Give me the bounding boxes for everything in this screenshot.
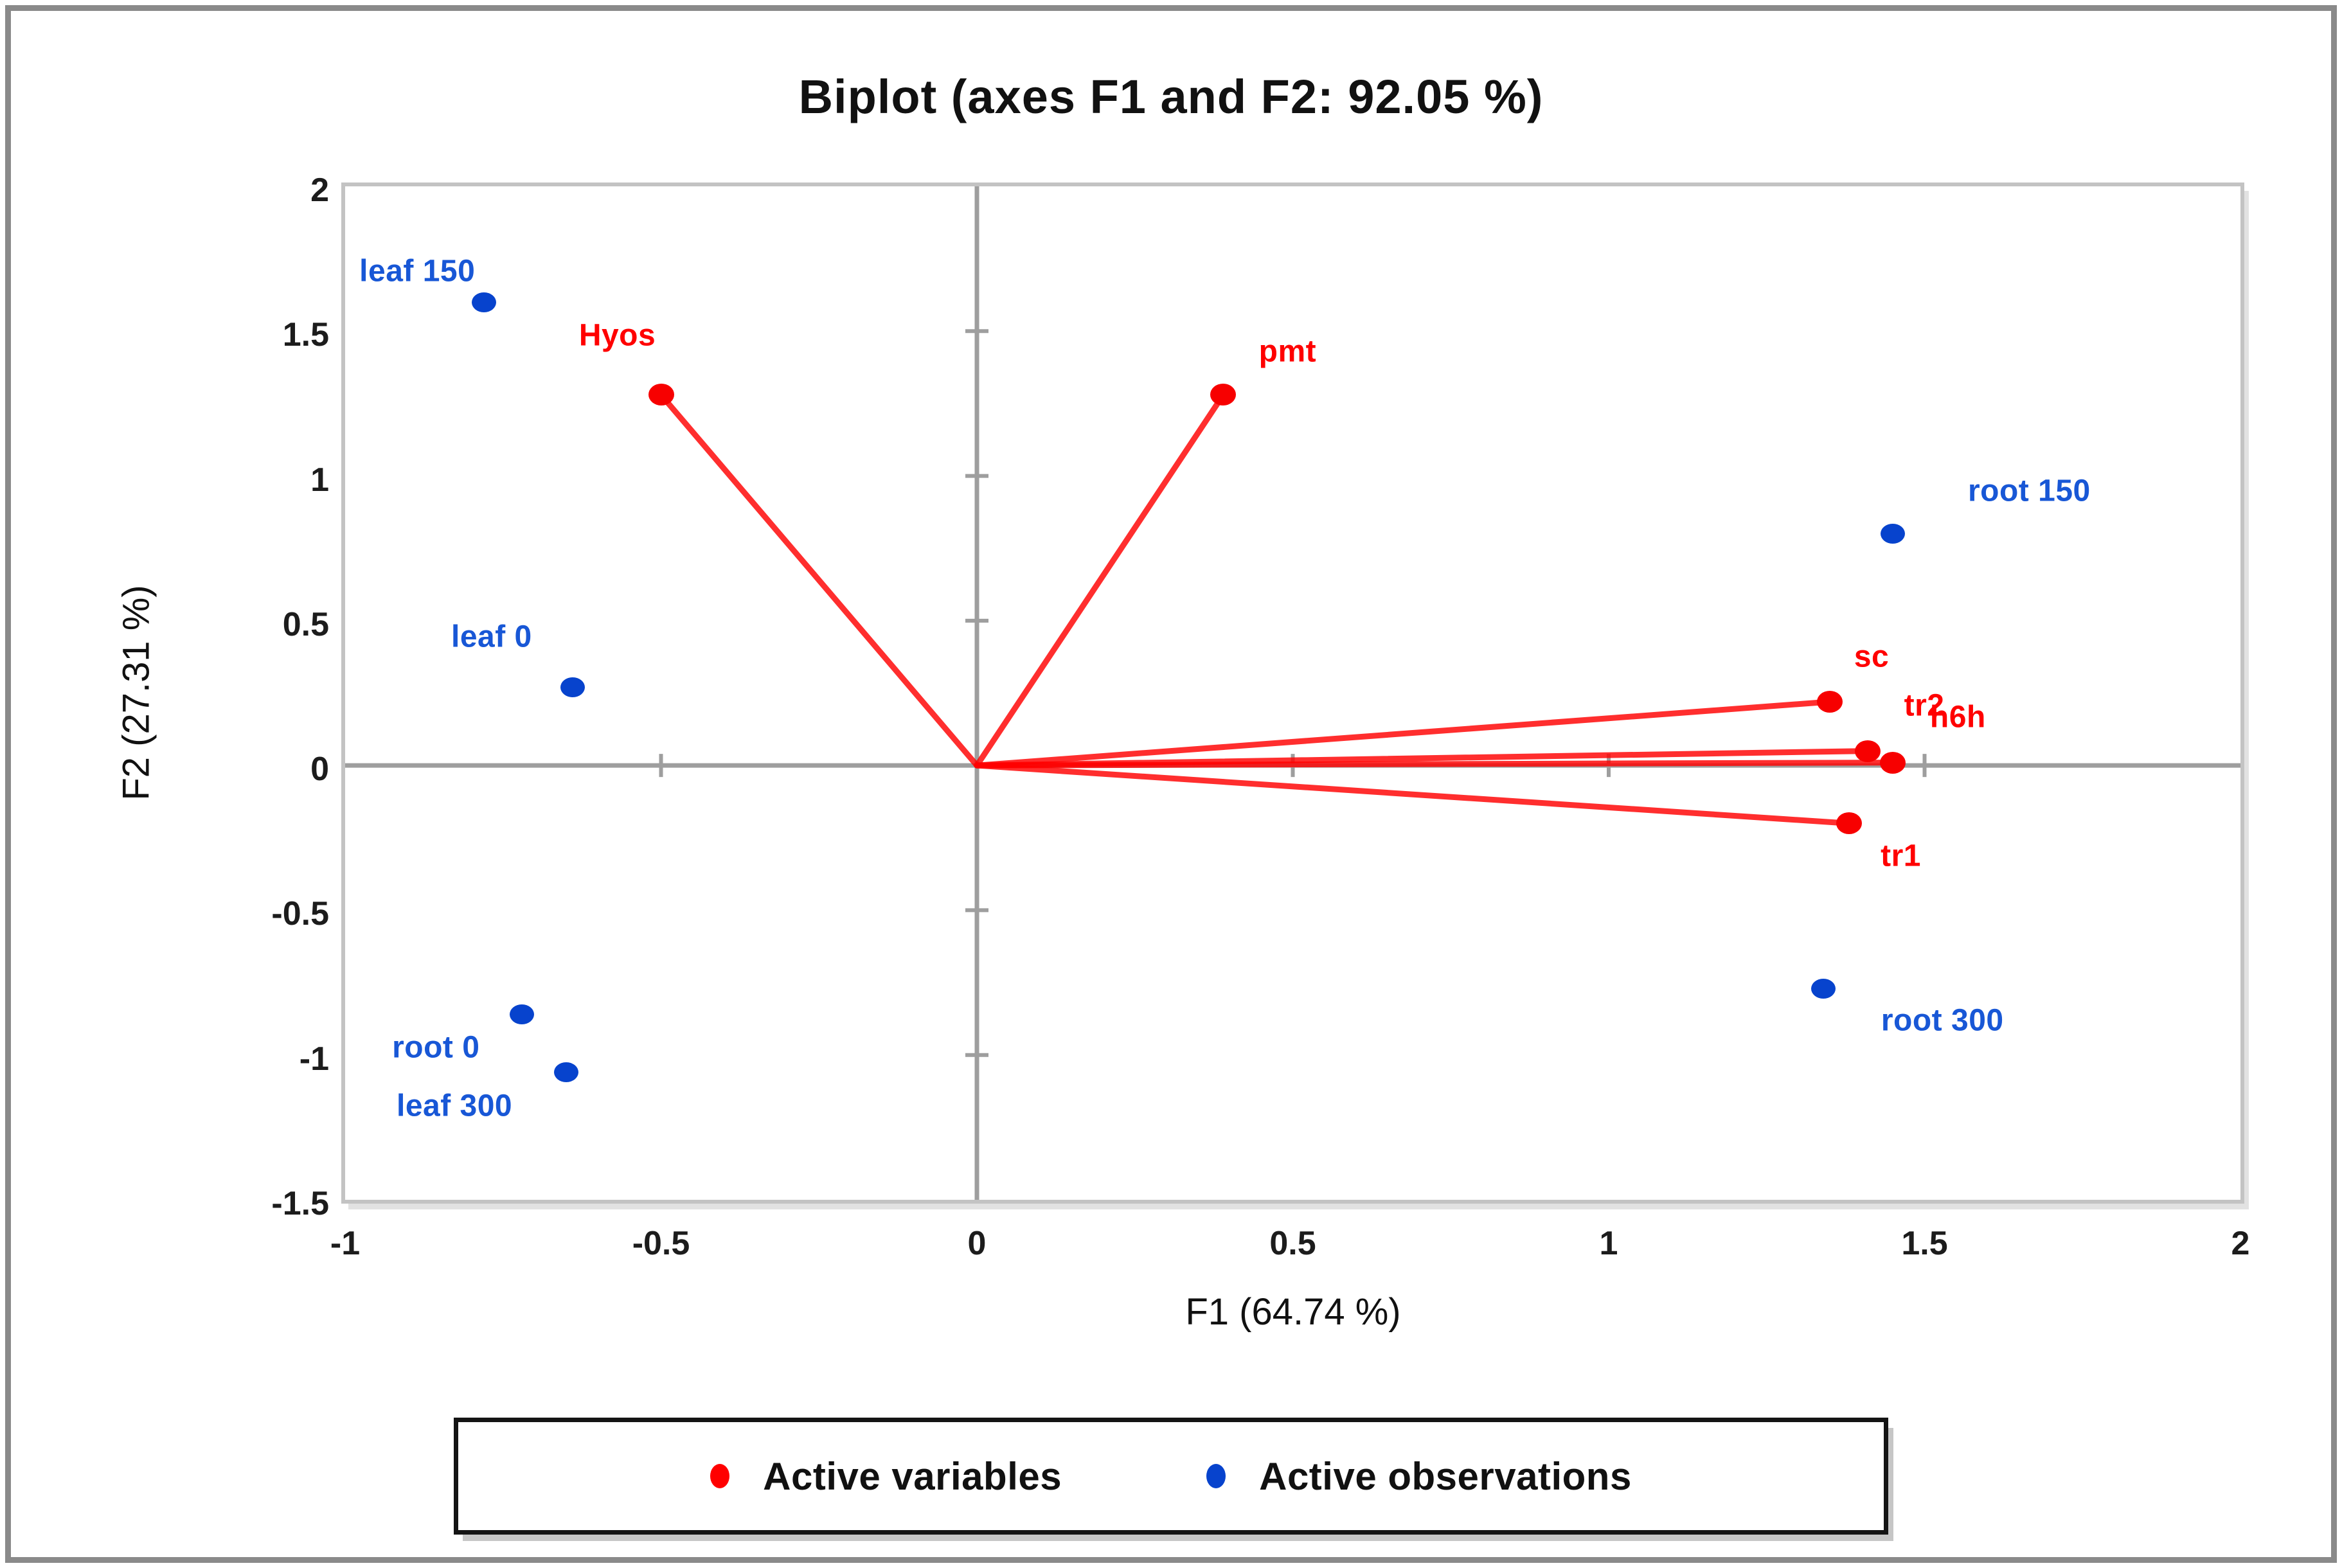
vector-pmt [974,391,1226,769]
variable-tip-tr2 [1855,740,1881,762]
variable-label-pmt: pmt [1258,334,1317,369]
observation-point-root-0 [510,1004,535,1025]
variable-label-hyos: Hyos [578,318,656,353]
legend-observations-label: Active observations [1259,1454,1632,1498]
y-axis-tick-labels: 2 1.5 1 0.5 0 -0.5 -1 -1.5 [0,0,329,1568]
x-tick-label: 2 [2231,1225,2250,1262]
x-axis-title: F1 (64.74 %) [1185,1291,1401,1333]
variable-label-tr2: tr2 [1904,688,1945,723]
plot-frame [341,183,2244,1204]
observation-label-leaf-150: leaf 150 [359,254,476,289]
observation-label-root-300: root 300 [1881,1003,2004,1038]
variable-tip-h6h [1880,751,1906,774]
x-tick-label: 1 [1599,1225,1618,1262]
vector-sc [974,699,1833,769]
legend-variables-dot-icon [710,1464,730,1488]
legend-variables-label: Active variables [763,1454,1062,1498]
vector-hyos [658,391,980,769]
legend-item-active-variables: Active variables [710,1454,1062,1499]
observation-point-leaf-150 [472,292,497,312]
y-axis-title: F2 (27.31 %) [115,585,157,801]
y-tick-label: 0.5 [282,605,329,643]
y-tick-label: -1.5 [271,1185,329,1222]
chart-title: Biplot (axes F1 and F2: 92.05 %) [798,70,1544,123]
y-tick-label: 1 [310,461,329,499]
x-tick-label: 0.5 [1269,1225,1316,1262]
x-tick-label: 1.5 [1901,1225,1948,1262]
vector-h6h [974,760,1896,769]
variable-label-h6h: h6h [1929,700,1986,735]
observation-label-root-0: root 0 [392,1030,480,1065]
variable-tip-sc [1817,691,1843,713]
variable-label-sc: sc [1854,639,1890,674]
variable-tip-pmt [1210,384,1237,406]
observation-point-root-150 [1881,524,1906,544]
y-tick-label: 1.5 [282,316,329,354]
x-tick-label: -0.5 [632,1225,690,1262]
y-tick-label: -1 [299,1040,329,1078]
x-tick-label: 0 [967,1225,987,1262]
legend-observations-dot-icon [1206,1464,1226,1488]
plot-area: Hyos pmt sc tr2 h6h tr1 leaf 150 leaf 0 root 0 le… [345,186,2240,1200]
observation-label-leaf-300: leaf 300 [396,1089,513,1123]
vector-tr1 [974,762,1852,826]
variable-label-tr1: tr1 [1881,839,1921,873]
observation-point-leaf-300 [554,1062,579,1083]
observation-label-leaf-0: leaf 0 [451,619,532,654]
observation-label-root-150: root 150 [1967,474,2091,508]
y-tick-label: -0.5 [271,895,329,933]
legend: Active variables Active observations [454,1418,1888,1535]
x-tick-label: -1 [330,1225,361,1262]
observation-point-leaf-0 [560,677,585,697]
y-tick-label: 0 [310,751,329,788]
y-tick-label: 2 [310,172,329,209]
variable-tip-hyos [648,384,674,406]
legend-item-active-observations: Active observations [1206,1454,1632,1499]
variable-tip-tr1 [1836,812,1862,835]
observation-point-root-300 [1811,978,1836,999]
plot-canvas [345,186,2240,1200]
